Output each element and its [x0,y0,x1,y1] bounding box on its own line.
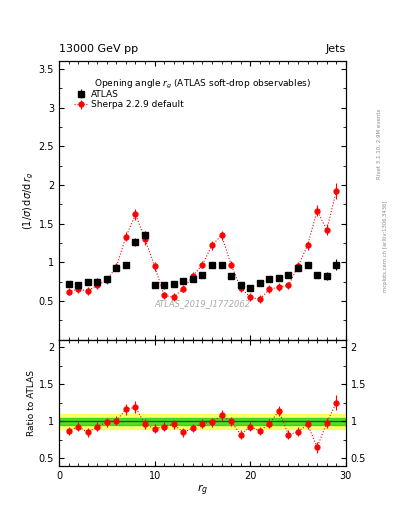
Text: Rivet 3.1.10, 2.9M events: Rivet 3.1.10, 2.9M events [377,108,382,179]
Text: ATLAS_2019_I1772062: ATLAS_2019_I1772062 [154,299,250,308]
Y-axis label: $(1/\sigma)\,\mathrm{d}\sigma/\mathrm{d}\,r_g$: $(1/\sigma)\,\mathrm{d}\sigma/\mathrm{d}… [21,172,36,230]
Text: 13000 GeV pp: 13000 GeV pp [59,44,138,54]
Text: mcplots.cern.ch [arXiv:1306.3436]: mcplots.cern.ch [arXiv:1306.3436] [384,200,388,291]
Y-axis label: Ratio to ATLAS: Ratio to ATLAS [27,370,36,436]
Text: Jets: Jets [325,44,346,54]
Text: Opening angle $r_g$ (ATLAS soft-drop observables): Opening angle $r_g$ (ATLAS soft-drop obs… [94,78,311,91]
X-axis label: $r_g$: $r_g$ [197,482,208,498]
Legend: ATLAS, Sherpa 2.2.9 default: ATLAS, Sherpa 2.2.9 default [72,88,185,111]
Bar [59,418,346,425]
Bar [59,414,346,429]
